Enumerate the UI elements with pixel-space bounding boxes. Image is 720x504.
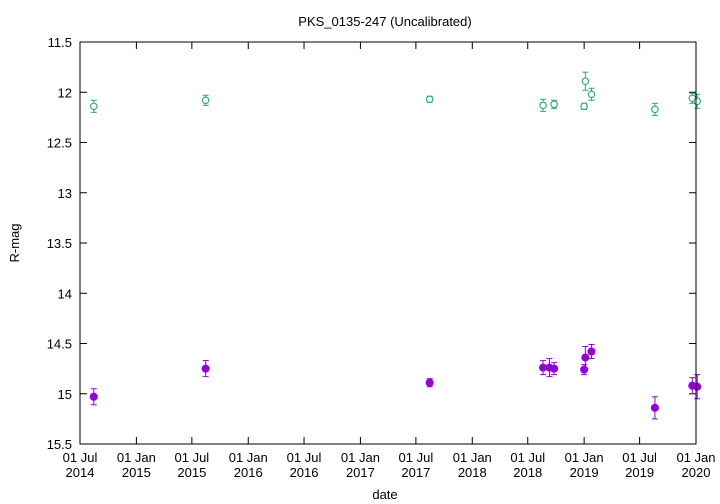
data-point xyxy=(201,96,210,105)
data-point xyxy=(580,365,589,374)
x-tick-label: 01 Jan xyxy=(565,450,604,465)
x-tick-label: 01 Jan xyxy=(229,450,268,465)
y-tick-label: 11.5 xyxy=(48,35,72,50)
x-tick-label: 2016 xyxy=(234,465,263,480)
x-tick-label: 01 Jan xyxy=(453,450,492,465)
chart-title: PKS_0135-247 (Uncalibrated) xyxy=(298,14,471,29)
x-tick-label: 2019 xyxy=(625,465,654,480)
data-point xyxy=(89,392,98,401)
y-tick-label: 15 xyxy=(58,387,72,402)
series-1 xyxy=(90,71,701,116)
y-tick-label: 13 xyxy=(58,186,72,201)
y-tick-label: 15.5 xyxy=(47,437,72,452)
y-tick-label: 14.5 xyxy=(47,337,72,352)
data-point xyxy=(539,101,547,110)
data-point xyxy=(587,90,596,99)
data-point xyxy=(587,347,596,356)
y-tick-label: 12 xyxy=(58,85,72,100)
x-tick-label: 2017 xyxy=(346,465,375,480)
data-series xyxy=(89,71,702,420)
y-tick-label: 14 xyxy=(58,286,72,301)
x-tick-label: 01 Jul xyxy=(622,450,657,465)
data-point xyxy=(550,100,558,109)
x-tick-label: 2016 xyxy=(290,465,319,480)
x-tick-label: 01 Jul xyxy=(510,450,545,465)
data-point xyxy=(201,364,210,373)
y-axis-title: R-mag xyxy=(7,223,22,262)
data-point xyxy=(581,77,590,85)
x-tick-label: 2018 xyxy=(513,465,542,480)
x-tick-label: 2020 xyxy=(682,465,711,480)
x-tick-label: 2019 xyxy=(570,465,599,480)
data-point xyxy=(651,105,659,114)
x-tick-label: 01 Jul xyxy=(399,450,434,465)
data-point xyxy=(581,353,590,362)
data-point xyxy=(425,378,434,387)
data-point xyxy=(693,97,701,106)
y-tick-label: 12.5 xyxy=(47,136,72,151)
data-point xyxy=(425,95,434,104)
data-point xyxy=(580,102,588,111)
data-point xyxy=(550,364,559,373)
data-point xyxy=(693,382,702,391)
y-axis-ticks: 11.5 12 12.5 13 13.5 14 14.5 15 15.5 xyxy=(47,35,696,452)
x-tick-label: 01 Jul xyxy=(287,450,322,465)
x-tick-label: 01 Jan xyxy=(676,450,715,465)
y-tick-label: 13.5 xyxy=(47,236,72,251)
x-axis-title: date xyxy=(372,487,397,502)
plot-frame xyxy=(79,41,697,445)
x-tick-label: 2018 xyxy=(458,465,487,480)
x-tick-label: 01 Jul xyxy=(175,450,210,465)
x-tick-label: 2014 xyxy=(66,465,95,480)
x-tick-label: 2015 xyxy=(177,465,206,480)
x-tick-label: 01 Jul xyxy=(63,450,98,465)
x-tick-label: 2017 xyxy=(401,465,430,480)
series-2 xyxy=(89,344,702,420)
data-point xyxy=(650,403,659,412)
x-tick-label: 01 Jan xyxy=(341,450,380,465)
x-tick-label: 01 Jan xyxy=(117,450,156,465)
data-point xyxy=(90,102,98,111)
x-tick-label: 2015 xyxy=(122,465,151,480)
